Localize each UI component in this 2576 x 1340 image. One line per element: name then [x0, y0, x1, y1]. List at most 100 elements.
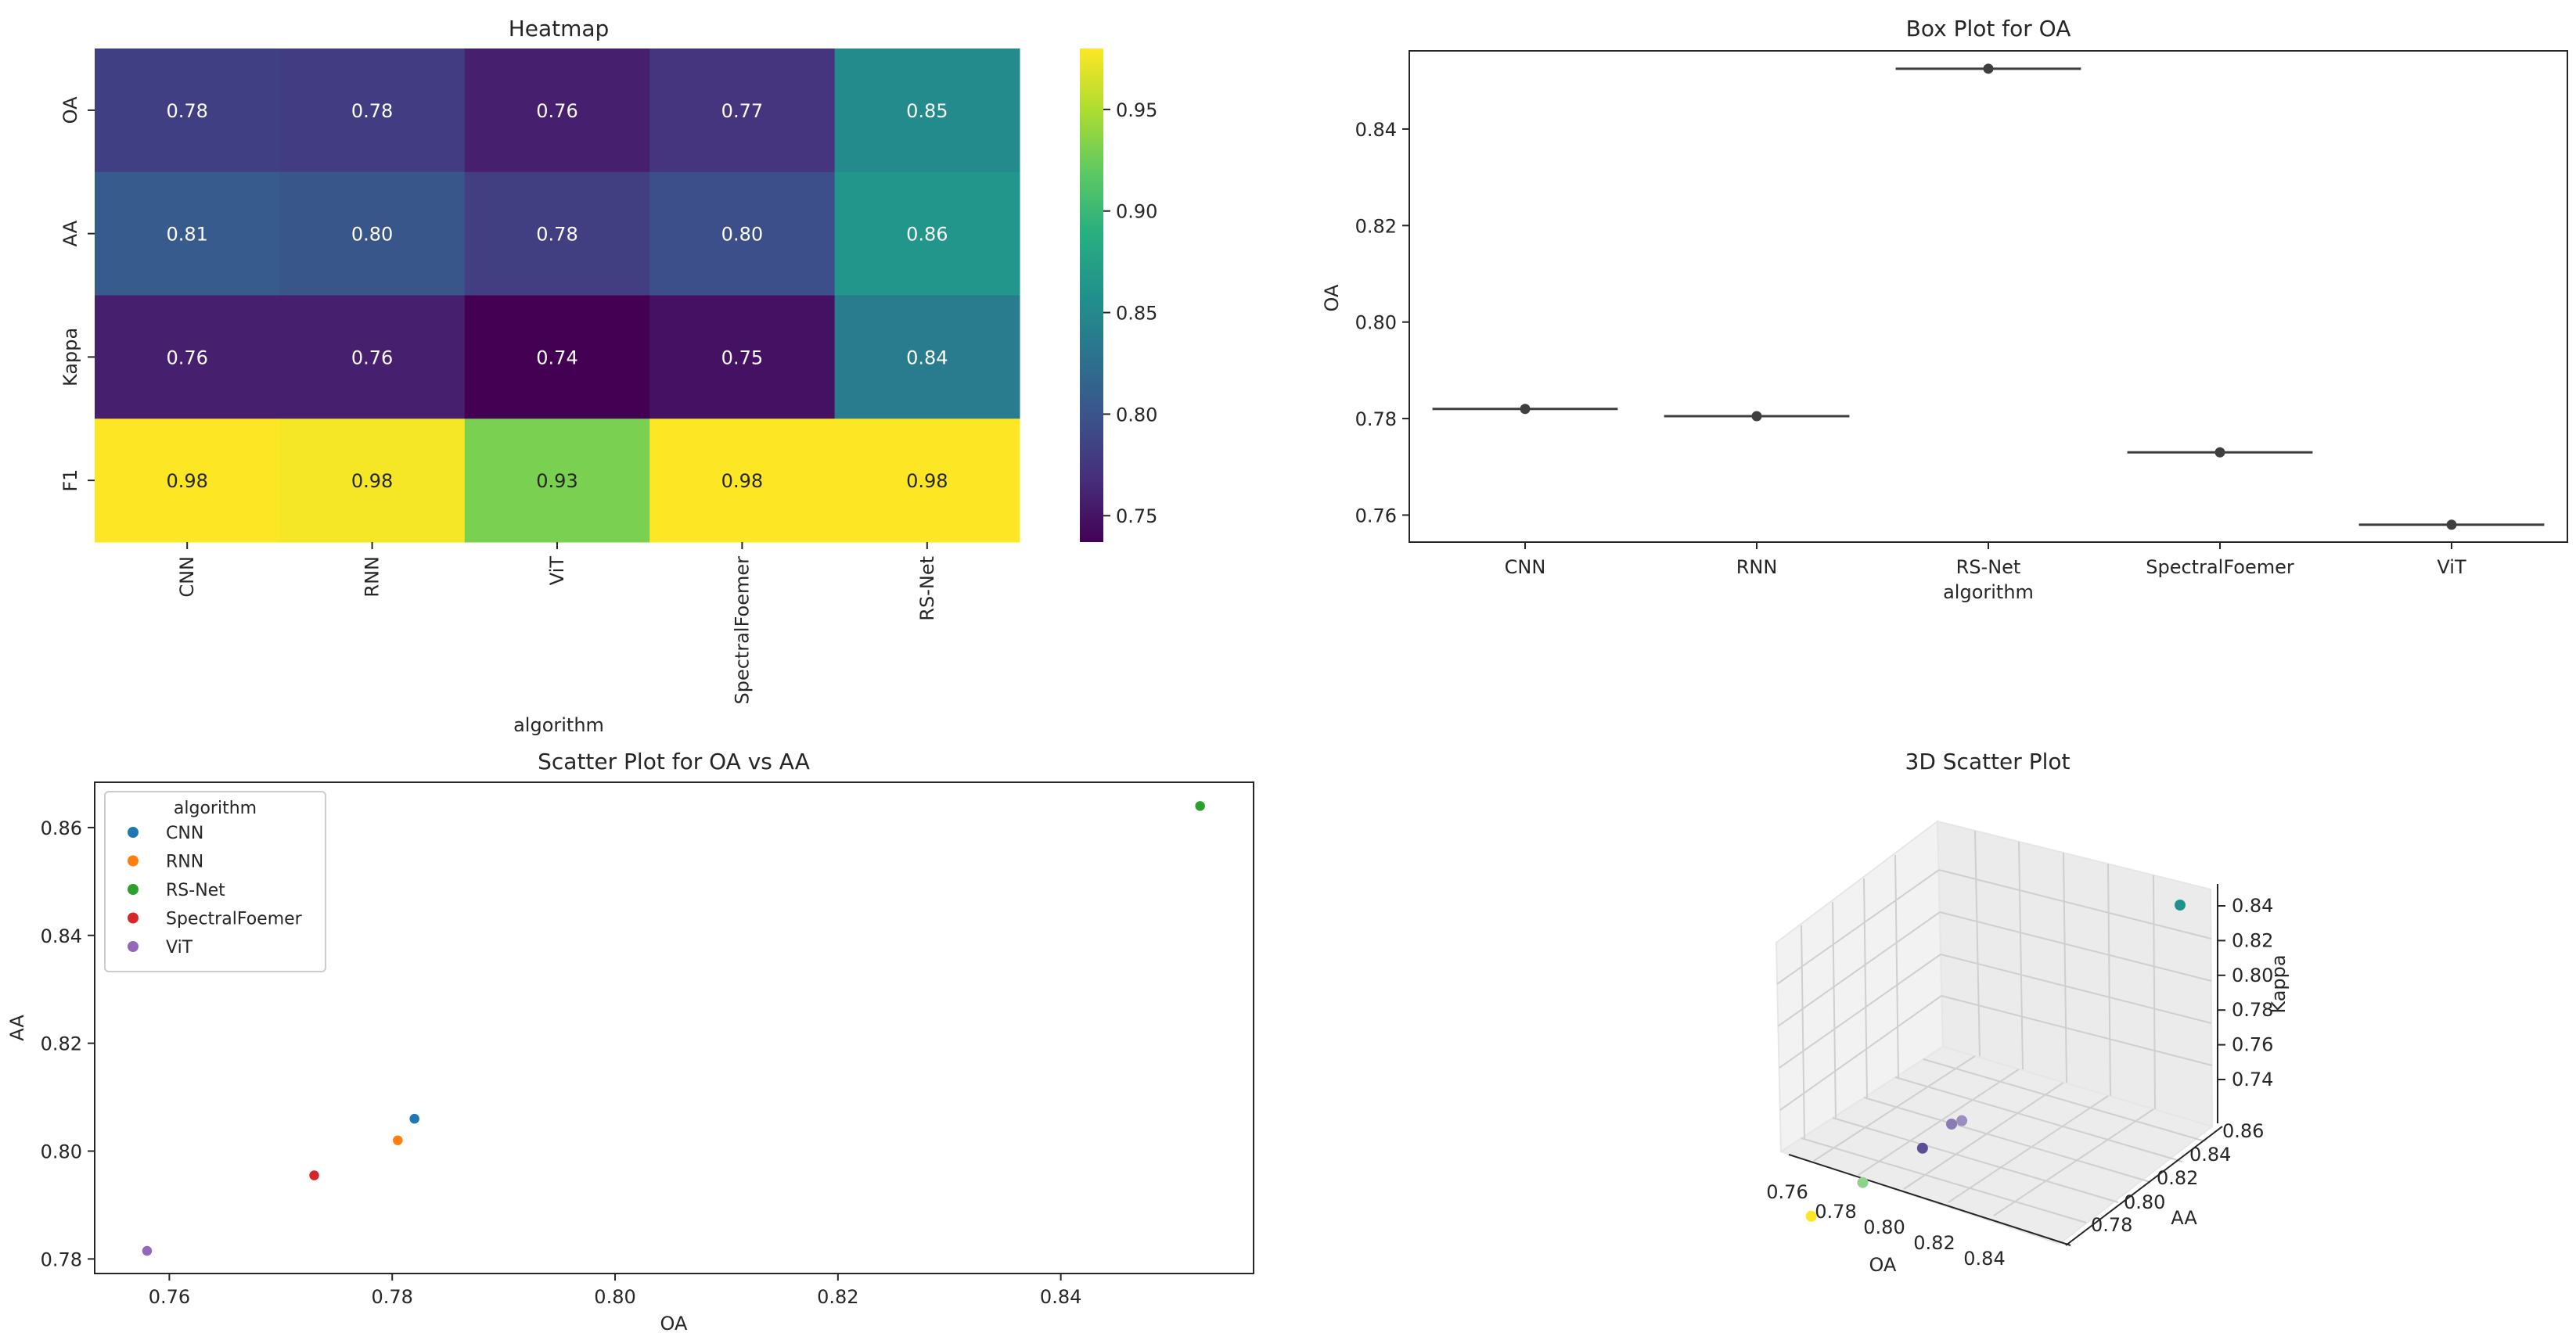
heatmap-cells: 0.78 0.78 0.76 0.77 0.85 0.81 0.80 0.78 0.80 0.86…: [95, 48, 1020, 543]
boxplot-x-tick-label: RS-Net: [1956, 556, 2021, 578]
legend-label: CNN: [166, 824, 203, 843]
heatmap-cell-label: 0.85: [906, 100, 948, 122]
heatmap-row-labels: OA AA Kappa F1: [59, 96, 95, 492]
scatter3d-panel: 3D Scatter Plot: [1766, 749, 2290, 1276]
3d-aa-tick-label: 0.78: [2091, 1214, 2132, 1236]
heatmap-col-label: SpectralFoemer: [731, 556, 753, 705]
heatmap-cell: [464, 419, 650, 543]
3d-aa-tick-label: 0.84: [2189, 1144, 2231, 1166]
heatmap-cell-label: 0.78: [166, 100, 207, 122]
3d-point: [2175, 900, 2186, 911]
scatter-legend: algorithm CNN RNN RS-Net SpectralFoemer ViT: [104, 791, 326, 972]
colorbar-tick-label: 0.75: [1116, 505, 1157, 527]
scatter-point-rs-net: [1193, 799, 1207, 813]
colorbar-tick-label: 0.80: [1116, 404, 1157, 426]
heatmap-row-label: OA: [59, 96, 81, 124]
boxplot-y-tick-label: 0.80: [1355, 312, 1397, 334]
scatter-x-tick-label: 0.78: [371, 1286, 412, 1308]
3d-point: [1805, 1210, 1817, 1222]
scatter-y-tick-label: 0.78: [41, 1248, 82, 1270]
3d-x-axis-label: OA: [1869, 1254, 1897, 1276]
heatmap-cell-label: 0.78: [351, 100, 393, 122]
heatmap-cell: [834, 295, 1020, 419]
boxplot-median-point: [2446, 519, 2457, 530]
boxplot-title: Box Plot for OA: [1906, 16, 2071, 41]
heatmap-cell-label: 0.86: [906, 224, 948, 246]
heatmap-cell: [649, 171, 836, 296]
3d-point: [1956, 1115, 1968, 1126]
legend-marker: [128, 941, 139, 952]
heatmap-cell-label: 0.84: [906, 347, 948, 368]
scatter-y-tick-label: 0.80: [41, 1141, 82, 1163]
heatmap-row-label: Kappa: [59, 328, 81, 386]
legend-label: ViT: [166, 938, 193, 957]
3d-aa-tick-label: 0.80: [2124, 1191, 2165, 1213]
3d-z-axis-label: Kappa: [2268, 954, 2290, 1013]
scatter-title: Scatter Plot for OA vs AA: [538, 749, 810, 774]
3d-aa-tick-label: 0.82: [2157, 1167, 2198, 1189]
heatmap-cell-label: 0.98: [351, 470, 393, 492]
scatter-point-cnn: [408, 1112, 421, 1125]
3d-kappa-tick-label: 0.74: [2232, 1069, 2273, 1090]
heatmap-cell: [95, 419, 280, 543]
scatter-point-rnn: [391, 1133, 405, 1147]
heatmap-cell: [279, 171, 466, 296]
scatter-y-ticks: 0.78 0.80 0.82 0.84 0.86: [41, 817, 95, 1270]
scatter-y-tick-label: 0.84: [41, 925, 82, 947]
colorbar-tick-label: 0.90: [1116, 201, 1157, 223]
legend-box: [104, 791, 326, 972]
heatmap-cell-label: 0.76: [536, 100, 577, 122]
boxplot-median-point: [2214, 447, 2225, 458]
scatter-x-tick-label: 0.84: [1040, 1286, 1081, 1308]
3d-kappa-tick-label: 0.78: [2232, 999, 2273, 1021]
heatmap-cell-label: 0.93: [536, 470, 577, 492]
scatter-x-ticks: 0.76 0.78 0.80 0.82 0.84: [149, 1274, 1081, 1308]
colorbar: [1080, 48, 1103, 542]
legend-marker: [128, 884, 139, 895]
colorbar-tick-label: 0.85: [1116, 303, 1157, 325]
boxplot-y-axis-label: OA: [1321, 284, 1343, 311]
3d-kappa-tick-label: 0.84: [2232, 895, 2273, 917]
boxplot-y-ticks: 0.76 0.78 0.80 0.82 0.84: [1355, 119, 1409, 526]
heatmap-cell: [279, 419, 466, 543]
scatter-x-tick-label: 0.82: [817, 1286, 858, 1308]
colorbar-tick-label: 0.95: [1116, 99, 1157, 121]
boxplot-median-point: [1983, 63, 1994, 74]
3d-gridlines: [1776, 830, 2213, 1223]
heatmap-cell: [649, 419, 836, 543]
colorbar-ticks: 0.75 0.80 0.85 0.90 0.95: [1103, 99, 1157, 527]
boxplot-x-ticks: CNN RNN RS-Net SpectralFoemer ViT: [1505, 542, 2466, 578]
heatmap-col-label: RNN: [362, 556, 383, 598]
scatter-panel: Scatter Plot for OA vs AA 0.76 0.78 0.80 0.…: [6, 749, 1254, 1335]
legend-label: RS-Net: [166, 881, 225, 900]
3d-point: [1916, 1142, 1928, 1154]
heatmap-cell: [834, 48, 1020, 173]
heatmap-cell: [649, 295, 836, 419]
heatmap-cell: [464, 48, 650, 173]
3d-kappa-tick-label: 0.80: [2232, 965, 2273, 986]
heatmap-title: Heatmap: [509, 16, 610, 41]
3d-aa-tick-label: 0.86: [2222, 1120, 2264, 1142]
scatter-plot-area: [94, 781, 1254, 1274]
heatmap-cell-label: 0.80: [351, 224, 393, 246]
boxplot-y-tick-label: 0.82: [1355, 215, 1397, 237]
scatter-y-tick-label: 0.86: [41, 817, 82, 839]
boxplot-y-tick-label: 0.78: [1355, 408, 1397, 430]
3d-kappa-tick-label: 0.76: [2232, 1034, 2273, 1056]
scatter3d-title: 3D Scatter Plot: [1905, 749, 2071, 774]
heatmap-panel: Heatmap 0.78 0.78 0.76 0.77 0.850.81 0.80 0.78…: [59, 16, 1157, 736]
3d-point: [1945, 1119, 1957, 1130]
legend-title: algorithm: [174, 799, 257, 818]
3d-axes: [1788, 884, 2223, 1246]
legend-items: CNN RNN RS-Net SpectralFoemer ViT: [128, 824, 303, 957]
heatmap-cell: [464, 171, 650, 296]
boxplot-x-tick-label: RNN: [1736, 556, 1778, 578]
heatmap-cell-label: 0.81: [166, 224, 207, 246]
3d-oa-tick-label: 0.84: [1963, 1248, 2005, 1270]
scatter-y-axis-label: AA: [6, 1015, 28, 1041]
heatmap-cell-label: 0.77: [721, 100, 763, 122]
heatmap-cell-label: 0.76: [351, 347, 393, 368]
heatmap-cell-label: 0.98: [906, 470, 948, 492]
heatmap-cell-label: 0.80: [721, 224, 763, 246]
